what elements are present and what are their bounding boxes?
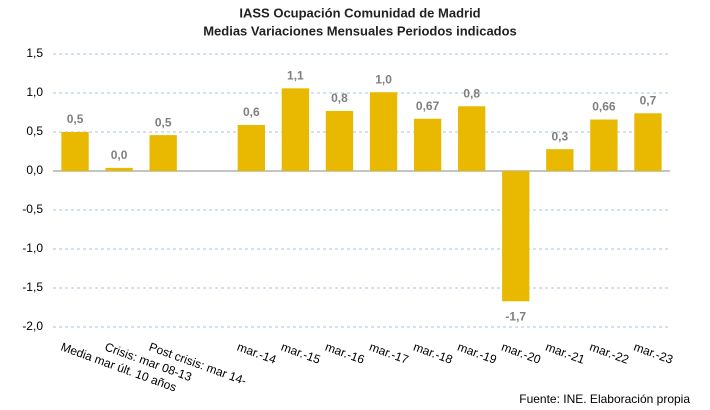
bar xyxy=(369,92,398,171)
y-tick-label: 0,0 xyxy=(26,163,43,177)
bar xyxy=(237,124,265,171)
bar xyxy=(149,135,177,171)
bar xyxy=(281,88,310,171)
y-tick-label: 1,5 xyxy=(26,46,43,60)
x-tick-label: mar.-19 xyxy=(456,340,499,367)
bar xyxy=(634,113,662,171)
x-tick-label: mar.-16 xyxy=(323,340,366,367)
value-label: 0,7 xyxy=(640,93,657,107)
bar xyxy=(546,149,574,171)
value-label: 0,8 xyxy=(331,91,348,105)
value-label: 1,1 xyxy=(287,68,304,82)
bar xyxy=(61,132,89,171)
x-tick-label: mar.-14 xyxy=(235,340,278,367)
y-tick-label: -1,5 xyxy=(22,280,43,294)
value-label: 0,3 xyxy=(551,129,568,143)
x-tick-label: mar.-17 xyxy=(367,340,410,367)
bar xyxy=(413,118,442,171)
value-label: 0,67 xyxy=(416,99,440,113)
value-label: 0,5 xyxy=(67,112,84,126)
source-note: Fuente: INE. Elaboración propia xyxy=(519,392,690,406)
y-tick-label: -1,0 xyxy=(22,241,43,255)
value-label: 1,0 xyxy=(375,72,392,86)
bar xyxy=(590,119,618,171)
value-label: 0,8 xyxy=(463,86,480,100)
x-tick-label: mar.-20 xyxy=(500,340,543,367)
value-label: 0,5 xyxy=(155,115,172,129)
bar xyxy=(502,171,530,302)
chart-title: IASS Ocupación Comunidad de Madrid xyxy=(239,5,480,20)
x-tick-label: mar.-15 xyxy=(279,340,322,367)
value-label: 0,0 xyxy=(111,148,128,162)
y-tick-label: 1,0 xyxy=(26,85,43,99)
x-tick-label: mar.-23 xyxy=(632,340,675,367)
bar xyxy=(325,110,354,171)
y-tick-label: 0,5 xyxy=(26,124,43,138)
chart-subtitle: Medias Variaciones Mensuales Periodos in… xyxy=(203,23,517,38)
y-tick-label: -0,5 xyxy=(22,202,43,216)
bar xyxy=(105,167,133,171)
y-tick-label: -2,0 xyxy=(22,319,43,333)
x-tick-label: mar.-18 xyxy=(411,340,454,367)
value-label: 0,6 xyxy=(243,105,260,119)
value-label: 0,66 xyxy=(592,100,616,114)
x-tick-label: mar.-21 xyxy=(544,340,587,367)
x-tick-label: mar.-22 xyxy=(588,340,631,367)
bar xyxy=(458,106,486,171)
value-label: -1,7 xyxy=(505,309,526,323)
